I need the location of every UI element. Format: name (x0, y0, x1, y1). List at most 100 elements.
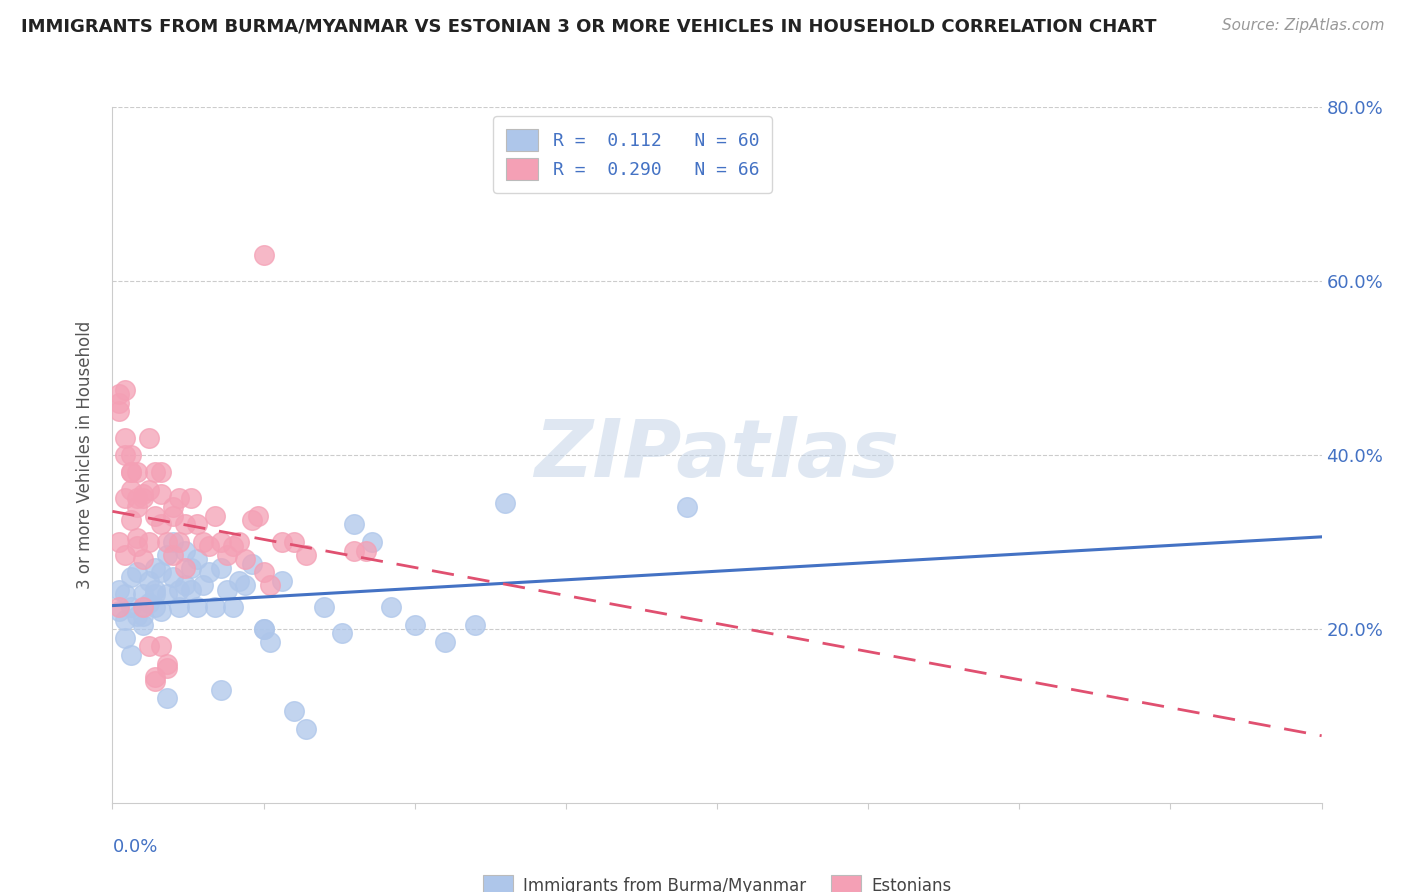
Point (125, 539, 148, 553)
Point (143, 600, 166, 615)
Point (138, 534, 160, 549)
Point (125, 531, 148, 545)
Point (209, 682, 232, 697)
Point (120, 513, 142, 527)
Point (240, 557, 263, 571)
Point (283, 705, 305, 719)
Point (259, 578, 281, 592)
Point (253, 622, 276, 636)
Point (120, 648, 142, 662)
Point (156, 661, 179, 675)
Point (107, 534, 129, 549)
Point (107, 605, 129, 619)
Point (209, 534, 232, 549)
Point (132, 617, 155, 632)
Point (114, 631, 136, 645)
Point (114, 448, 136, 462)
Point (204, 600, 226, 615)
Point (174, 561, 197, 575)
Point (209, 561, 232, 575)
Point (675, 500, 697, 514)
Point (149, 466, 172, 480)
Point (174, 578, 197, 592)
Point (361, 534, 384, 549)
Point (404, 617, 426, 632)
Point (198, 566, 221, 580)
Point (156, 548, 179, 562)
Point (143, 508, 166, 523)
Point (186, 517, 208, 532)
Point (107, 387, 129, 401)
Point (138, 596, 160, 610)
Point (162, 548, 184, 562)
Point (314, 600, 336, 615)
Point (114, 548, 136, 562)
Point (132, 487, 155, 501)
Point (222, 539, 245, 553)
Point (174, 543, 197, 558)
Point (228, 534, 250, 549)
Point (174, 517, 197, 532)
Text: ZIPatlas: ZIPatlas (534, 416, 900, 494)
Point (330, 626, 353, 640)
Point (295, 548, 318, 562)
Point (125, 491, 148, 506)
Point (125, 500, 148, 514)
Point (132, 552, 155, 566)
Point (167, 534, 190, 549)
Point (149, 639, 172, 653)
Point (162, 500, 184, 514)
Point (270, 534, 292, 549)
Point (343, 543, 366, 558)
Point (138, 639, 160, 653)
Point (125, 608, 148, 623)
Point (120, 600, 142, 615)
Point (120, 466, 142, 480)
Point (132, 587, 155, 601)
Point (114, 491, 136, 506)
Point (114, 613, 136, 627)
Point (132, 608, 155, 623)
Point (217, 582, 239, 597)
Y-axis label: 3 or more Vehicles in Household: 3 or more Vehicles in Household (76, 321, 94, 589)
Point (191, 578, 214, 592)
Point (114, 587, 136, 601)
Point (167, 600, 190, 615)
Point (259, 635, 281, 649)
Point (180, 491, 202, 506)
Point (120, 466, 142, 480)
Point (132, 600, 155, 615)
Point (217, 548, 239, 562)
Point (120, 570, 142, 584)
Point (295, 722, 318, 736)
Text: IMMIGRANTS FROM BURMA/MYANMAR VS ESTONIAN 3 OR MORE VEHICLES IN HOUSEHOLD CORREL: IMMIGRANTS FROM BURMA/MYANMAR VS ESTONIA… (21, 18, 1157, 36)
Point (228, 574, 250, 588)
Point (149, 605, 172, 619)
Point (240, 513, 263, 527)
Point (143, 587, 166, 601)
Point (246, 508, 269, 523)
Point (167, 491, 190, 506)
Text: Source: ZipAtlas.com: Source: ZipAtlas.com (1222, 18, 1385, 33)
Point (235, 552, 257, 566)
Point (143, 674, 166, 689)
Point (114, 383, 136, 397)
Point (149, 487, 172, 501)
Point (204, 508, 226, 523)
Point (143, 670, 166, 684)
Point (143, 582, 166, 597)
Point (253, 566, 276, 580)
Point (132, 491, 155, 506)
Point (433, 635, 456, 649)
Point (186, 552, 208, 566)
Point (380, 600, 402, 615)
Point (270, 574, 292, 588)
Point (143, 561, 166, 575)
Point (167, 582, 190, 597)
Point (107, 600, 129, 615)
Point (253, 622, 276, 636)
Point (180, 561, 202, 575)
Point (138, 483, 160, 497)
Point (156, 657, 179, 671)
Point (180, 582, 202, 597)
